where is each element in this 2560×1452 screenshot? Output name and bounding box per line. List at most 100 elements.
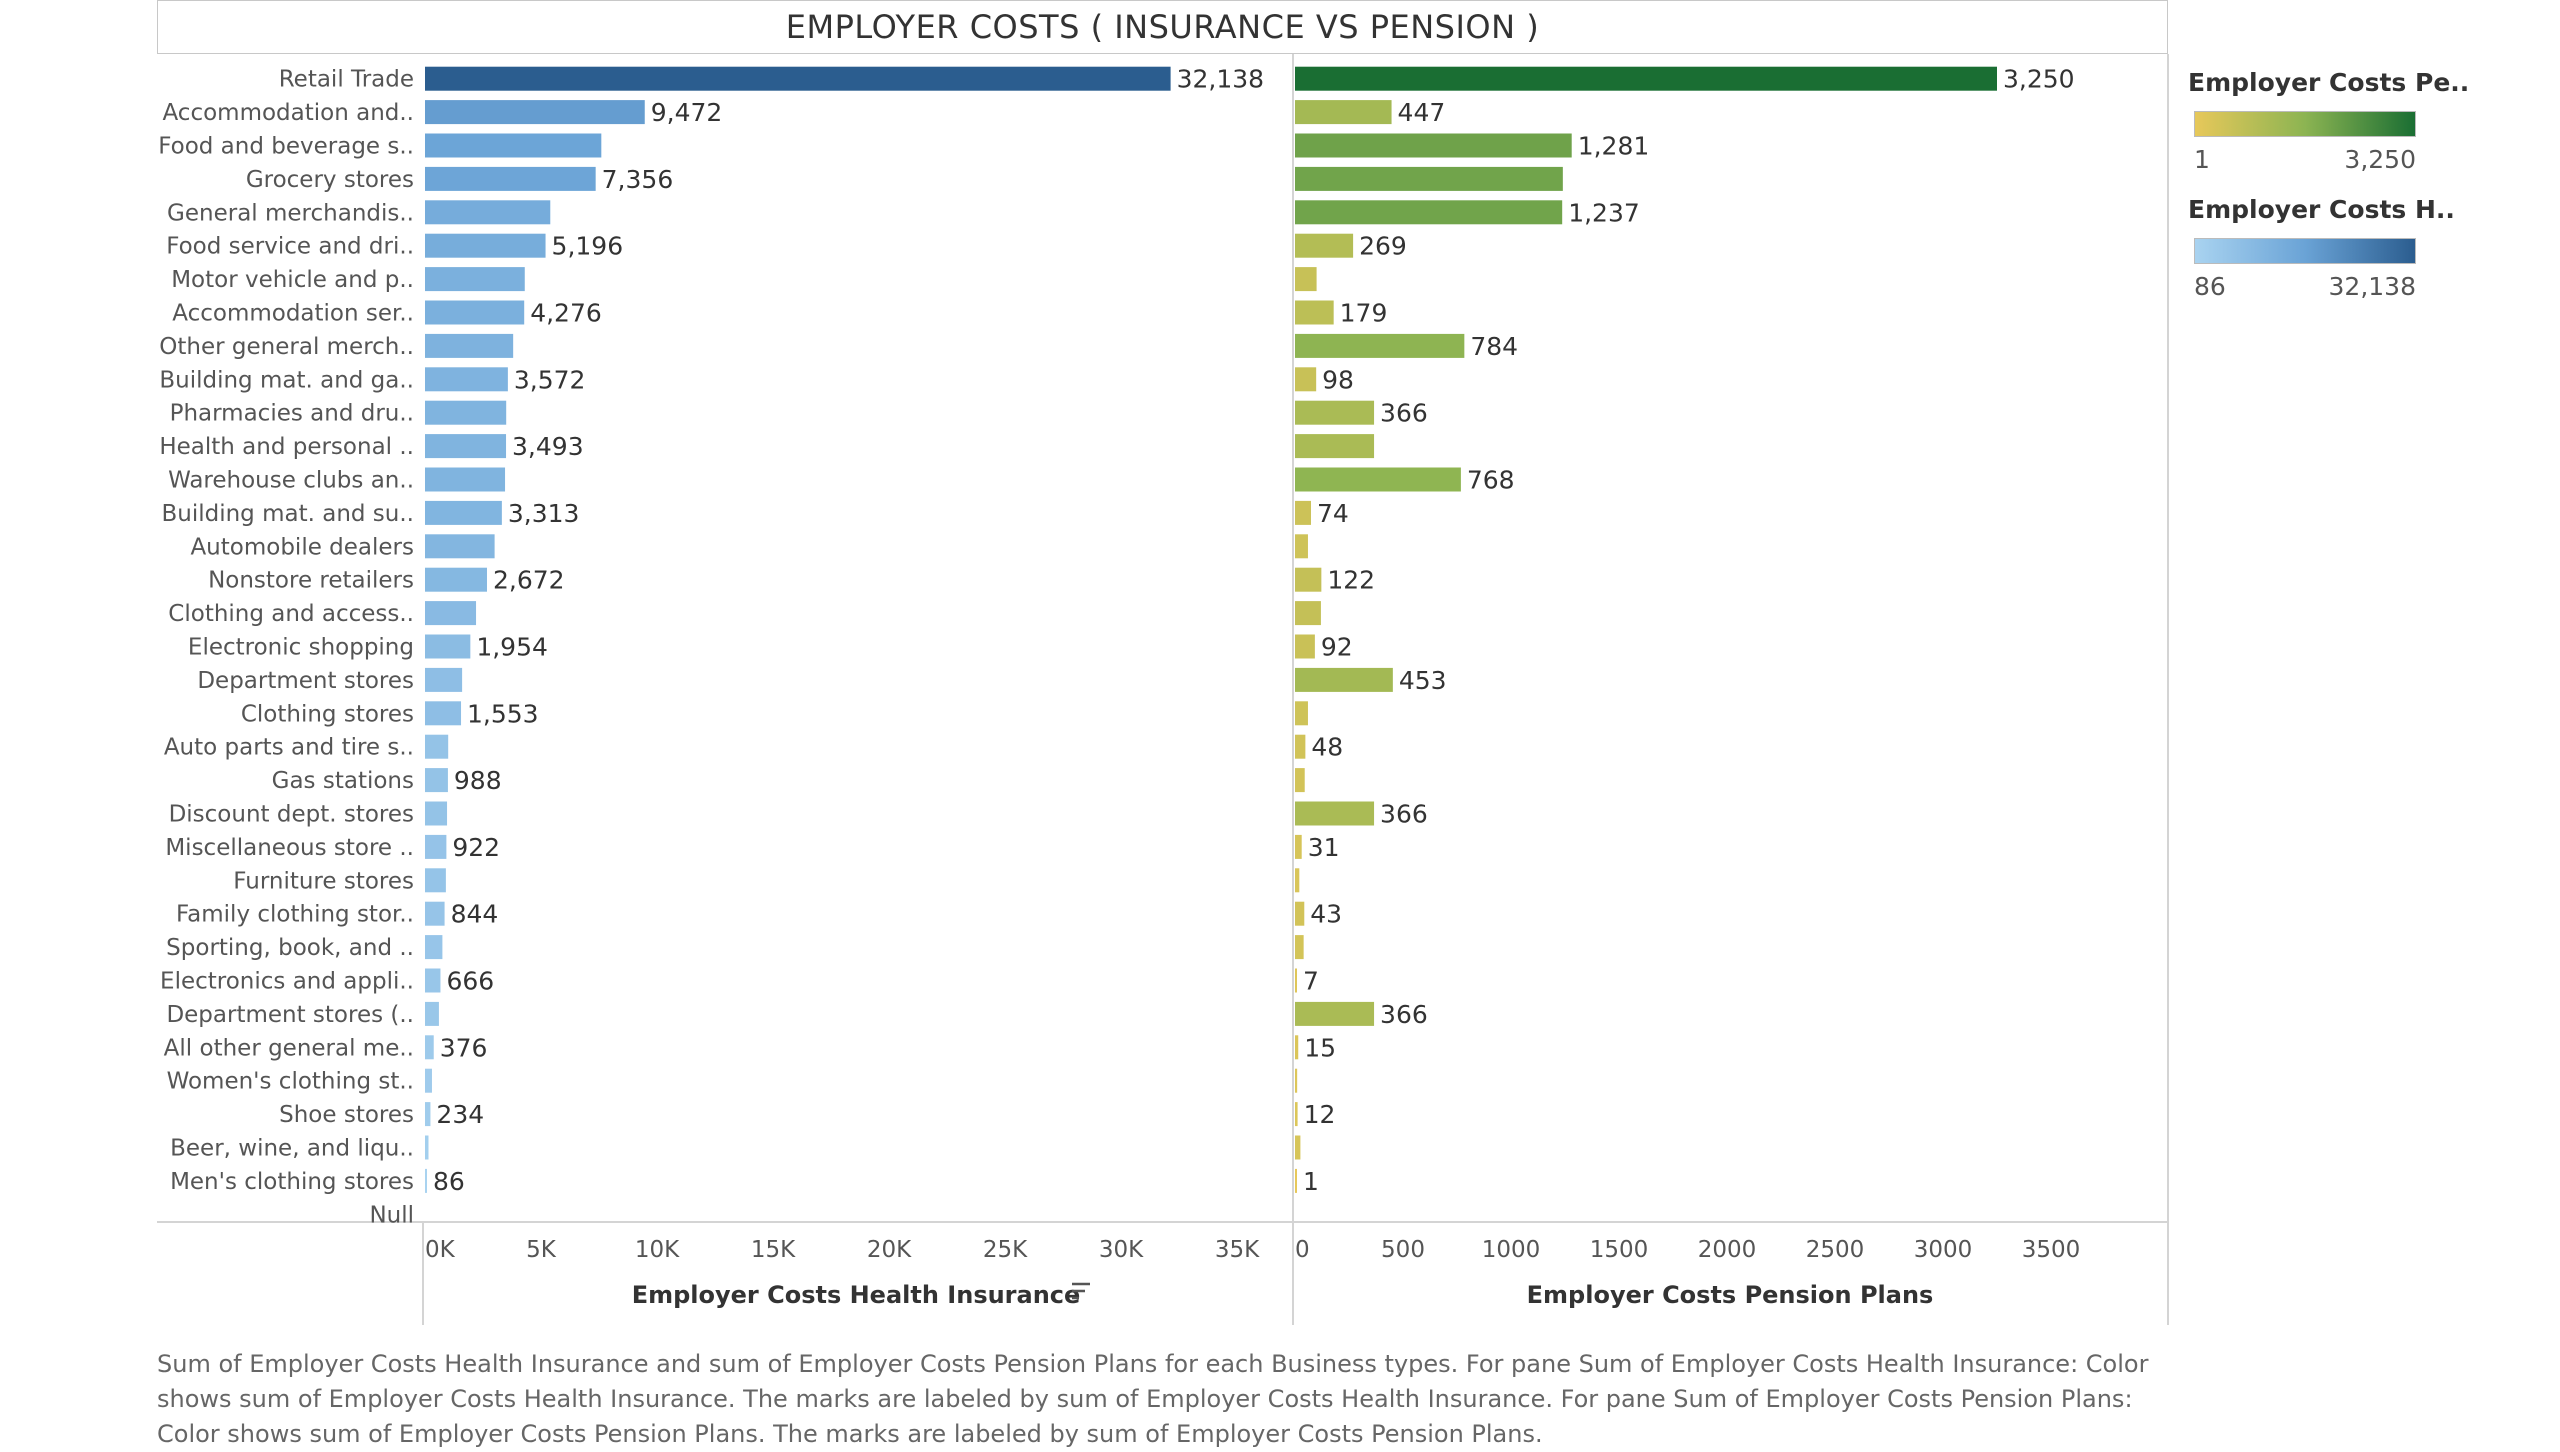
category-label: Shoe stores: [279, 1102, 414, 1128]
pension-bar: [1295, 567, 1322, 592]
category-label: Electronics and appli..: [160, 969, 414, 995]
health-bar: [425, 267, 525, 292]
pension-bar: [1295, 801, 1375, 826]
pension-bar: [1295, 333, 1465, 358]
health-color-ramp: [2194, 238, 2416, 264]
pension-bar: [1295, 267, 1317, 292]
pension-legend-min: 1: [2194, 145, 2210, 174]
health-axis-title: Employer Costs Health Insurance: [632, 1281, 1081, 1309]
chart-caption: Sum of Employer Costs Health Insurance a…: [157, 1350, 2149, 1448]
health-bar: [425, 166, 596, 191]
pension-bar: [1295, 400, 1375, 425]
category-label: Accommodation and..: [162, 100, 414, 126]
health-axis-tick: 20K: [867, 1237, 912, 1263]
pension-value-label: 1: [1303, 1167, 1319, 1196]
category-label: Miscellaneous store ..: [165, 835, 414, 861]
health-bar: [425, 935, 443, 960]
pension-axis-tick: 3000: [1914, 1237, 1973, 1263]
pension-value-label: 1,237: [1568, 198, 1640, 227]
category-label: Women's clothing st..: [167, 1069, 414, 1095]
pension-bar: [1295, 200, 1563, 225]
health-axis-tick: 5K: [526, 1237, 557, 1263]
health-bar: [425, 1135, 429, 1160]
pension-bar: [1295, 768, 1305, 793]
category-label: Pharmacies and dru..: [170, 401, 414, 427]
pension-value-label: 74: [1317, 499, 1349, 528]
chart-title: EMPLOYER COSTS ( INSURANCE VS PENSION ): [157, 0, 2168, 54]
health-bar: [425, 1001, 439, 1026]
category-label: Other general merch..: [159, 334, 414, 360]
pension-value-label: 92: [1321, 633, 1353, 662]
pension-bar: [1295, 634, 1315, 659]
pension-value-label: 366: [1380, 800, 1428, 829]
pension-bar: [1295, 1068, 1298, 1093]
pension-legend[interactable]: Employer Costs Pe.. 1 3,250: [2188, 68, 2488, 174]
health-bar: [425, 333, 514, 358]
health-value-label: 3,493: [512, 432, 584, 461]
health-bar: [425, 968, 441, 993]
health-bar: [425, 1068, 432, 1093]
pension-bar: [1295, 233, 1354, 258]
category-label: Sporting, book, and ..: [166, 935, 414, 961]
health-value-label: 234: [436, 1100, 484, 1129]
health-bar: [425, 1168, 427, 1193]
health-bar: [425, 133, 602, 158]
health-bar: [425, 534, 495, 559]
pension-axis-tick: 2500: [1806, 1237, 1865, 1263]
pension-axis-tick: 2000: [1698, 1237, 1757, 1263]
health-bar: [425, 367, 508, 392]
health-bar: [425, 400, 507, 425]
health-bar: [425, 834, 447, 859]
pension-value-label: 179: [1340, 299, 1388, 328]
health-bar: [425, 500, 502, 525]
health-value-label: 1,954: [476, 633, 548, 662]
category-label: Motor vehicle and p..: [171, 267, 414, 293]
pension-bar: [1295, 1035, 1299, 1060]
category-label: Gas stations: [272, 768, 414, 794]
pension-bar: [1295, 467, 1461, 492]
health-legend[interactable]: Employer Costs H.. 86 32,138: [2188, 195, 2488, 301]
pension-value-label: 7: [1303, 967, 1319, 996]
category-label: Nonstore retailers: [208, 568, 414, 594]
health-value-label: 376: [440, 1033, 488, 1062]
pension-value-label: 98: [1322, 365, 1354, 394]
category-label: Retail Trade: [279, 67, 414, 93]
pension-bar: [1295, 434, 1375, 459]
pension-bar: [1295, 667, 1393, 692]
health-value-label: 7,356: [602, 165, 674, 194]
pension-bar: [1295, 133, 1572, 158]
pension-bar: [1295, 300, 1334, 325]
pension-bar: [1295, 601, 1321, 626]
health-axis-tick: 35K: [1215, 1237, 1260, 1263]
health-bar: [425, 601, 477, 626]
health-value-label: 2,672: [493, 566, 565, 595]
health-value-label: 3,572: [514, 365, 586, 394]
health-bar: [425, 567, 487, 592]
pension-bar: [1295, 734, 1306, 759]
pension-value-label: 784: [1470, 332, 1518, 361]
category-label: Building mat. and ga..: [159, 367, 414, 393]
health-bar: [425, 434, 507, 459]
health-bar: [425, 801, 448, 826]
health-value-label: 86: [433, 1167, 465, 1196]
pension-axis-tick: 3500: [2022, 1237, 2081, 1263]
pension-value-label: 447: [1398, 98, 1446, 127]
health-bar: [425, 1035, 434, 1060]
health-value-label: 9,472: [651, 98, 723, 127]
health-axis-tick: 0K: [425, 1237, 456, 1263]
category-label: Grocery stores: [246, 167, 414, 193]
health-bar: [425, 233, 546, 258]
health-bar: [425, 66, 1171, 91]
health-legend-min: 86: [2194, 272, 2226, 301]
pension-bar: [1295, 1135, 1301, 1160]
pension-value-label: 453: [1399, 666, 1447, 695]
pension-value-label: 768: [1467, 466, 1515, 495]
pension-value-label: 12: [1304, 1100, 1336, 1129]
pension-value-label: 366: [1380, 1000, 1428, 1029]
health-bar: [425, 1102, 431, 1127]
pension-value-label: 48: [1311, 733, 1343, 762]
health-bar: [425, 734, 449, 759]
pension-value-label: 269: [1359, 232, 1407, 261]
health-bar: [425, 634, 471, 659]
